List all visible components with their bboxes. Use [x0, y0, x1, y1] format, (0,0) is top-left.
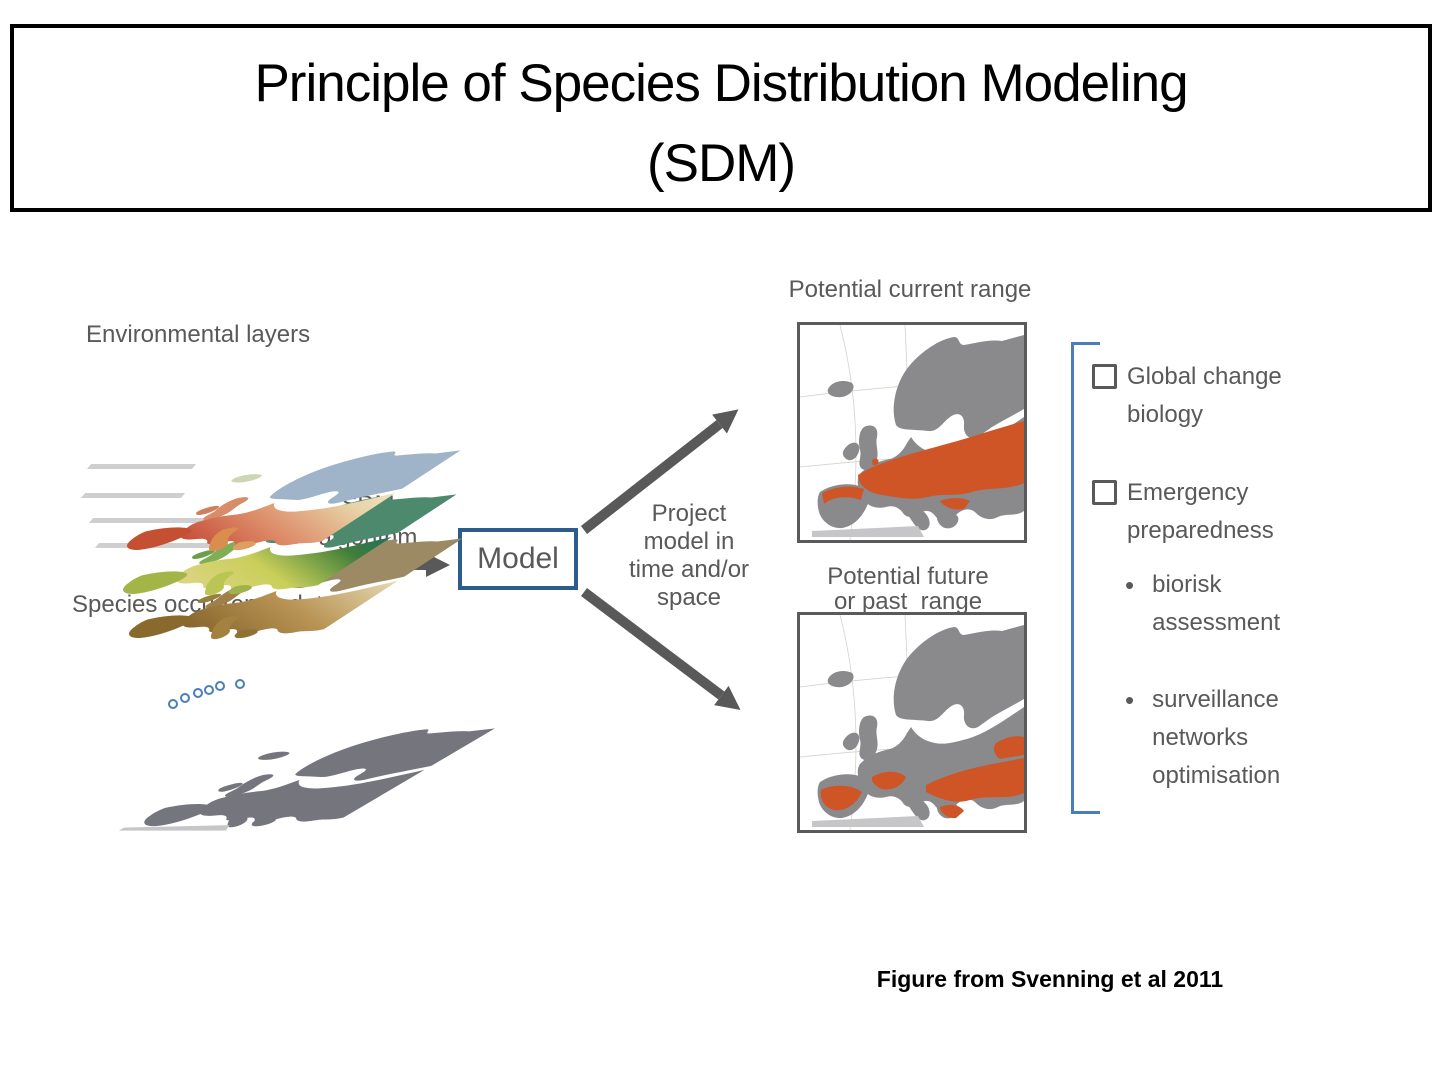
model-box: Model [458, 528, 578, 590]
outcome-label: surveillance networks optimisation [1152, 686, 1281, 789]
future-range-label: Potential future or past range [780, 564, 1036, 614]
environmental-layers-image [80, 352, 463, 640]
occurrence-point [204, 685, 214, 695]
outcome-item-biorisk: • biorisk assessment [1125, 566, 1322, 642]
potential-future-range-map [797, 612, 1027, 833]
checkbox-icon [1092, 480, 1117, 505]
species-occurrence-map [100, 624, 496, 831]
outcome-item-emergency: Emergency preparedness [1092, 474, 1315, 550]
occurrence-point [235, 679, 245, 689]
layer-edge-strip [80, 493, 186, 498]
layer-edge-strip [86, 464, 197, 469]
species-map-land [100, 723, 504, 835]
occurrence-point [180, 693, 190, 703]
project-model-label: Project model in time and/or space [606, 500, 772, 612]
outcome-label: Emergency preparedness [1127, 479, 1274, 544]
outcome-item-global-change: Global change biology [1092, 358, 1315, 434]
occurrence-point [193, 688, 203, 698]
outcome-label: biorisk assessment [1152, 571, 1281, 636]
outcome-item-surveillance: • surveillance networks optimisation [1125, 681, 1322, 795]
figure-caption: Figure from Svenning et al 2011 [876, 966, 1224, 992]
occurrence-point [168, 699, 178, 709]
checkbox-icon [1092, 364, 1117, 389]
env-layer-temperature [85, 445, 469, 559]
environmental-layers-label: Environmental layers [86, 321, 311, 348]
bullet-icon: • [1125, 570, 1135, 600]
model-label: Model [477, 542, 559, 575]
project-line1: Project [651, 500, 727, 527]
occurrence-point [215, 681, 225, 691]
slide-title-line1: Principle of Species Distribution Modeli… [254, 54, 1188, 113]
project-line4: space [656, 584, 722, 611]
title-box: Principle of Species Distribution Modeli… [10, 24, 1432, 212]
future-range-line1: Potential future [827, 563, 989, 590]
future-range-line2: or past range [833, 588, 983, 615]
project-line2: model in [643, 528, 735, 555]
slide-title-line2: (SDM) [646, 134, 796, 193]
bullet-icon: • [1125, 685, 1135, 715]
potential-current-range-map [797, 322, 1027, 543]
outcome-label: Global change biology [1127, 363, 1282, 428]
bracket-icon [1071, 342, 1100, 814]
project-line3: time and/or [628, 556, 750, 583]
current-range-label: Potential current range [788, 276, 1032, 303]
